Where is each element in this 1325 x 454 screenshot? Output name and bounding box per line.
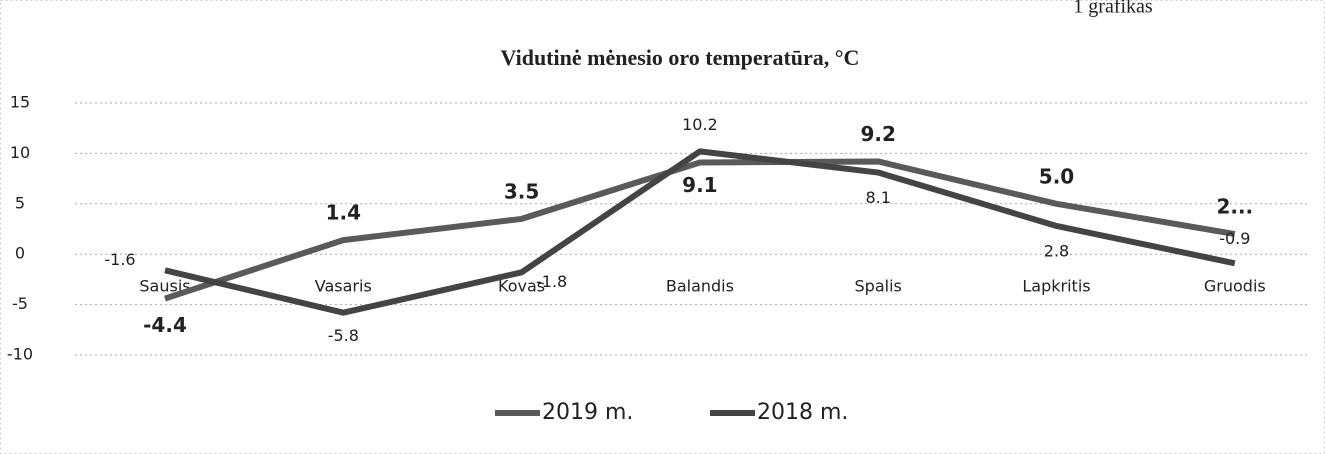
data-label: 9.1	[682, 173, 717, 197]
annotation: 1 grafikas	[1073, 0, 1153, 18]
x-tick-label: Lapkritis	[1022, 277, 1090, 296]
series-line	[164, 148, 1236, 316]
x-tick-label: Balandis	[666, 277, 734, 296]
series-line	[164, 158, 1236, 302]
data-label: -1.6	[104, 250, 135, 269]
y-tick-label: 5	[15, 193, 25, 212]
data-label: -5.8	[328, 326, 359, 345]
data-label: 8.1	[865, 188, 890, 207]
data-label: 2...	[1216, 195, 1253, 219]
x-tick-label: Spalis	[855, 277, 902, 296]
data-label: 9.2	[860, 122, 895, 146]
y-tick-label: 10	[10, 143, 30, 162]
data-label: -4.4	[143, 313, 187, 337]
x-tick-label: Kovas	[498, 277, 545, 296]
y-tick-label: 0	[15, 244, 25, 263]
legend-label: 2018 m.	[757, 400, 848, 425]
data-label: 2.8	[1044, 241, 1069, 260]
legend-label: 2019 m.	[542, 400, 633, 425]
x-tick-label: Gruodis	[1204, 277, 1266, 296]
x-tick-label: Vasaris	[315, 277, 372, 296]
data-label: 1.4	[326, 201, 361, 225]
y-tick-label: -5	[12, 294, 28, 313]
y-tick-label: 15	[10, 93, 30, 112]
chart-title: Vidutinė mėnesio oro temperatūra, °C	[501, 45, 860, 70]
data-label: 3.5	[504, 179, 539, 203]
data-label: 10.2	[682, 115, 718, 134]
y-tick-label: -10	[7, 345, 33, 364]
x-tick-label: Sausis	[139, 277, 190, 296]
data-label: 5.0	[1039, 164, 1074, 188]
data-label: -1.8	[536, 272, 567, 291]
data-label: -0.9	[1219, 229, 1250, 248]
